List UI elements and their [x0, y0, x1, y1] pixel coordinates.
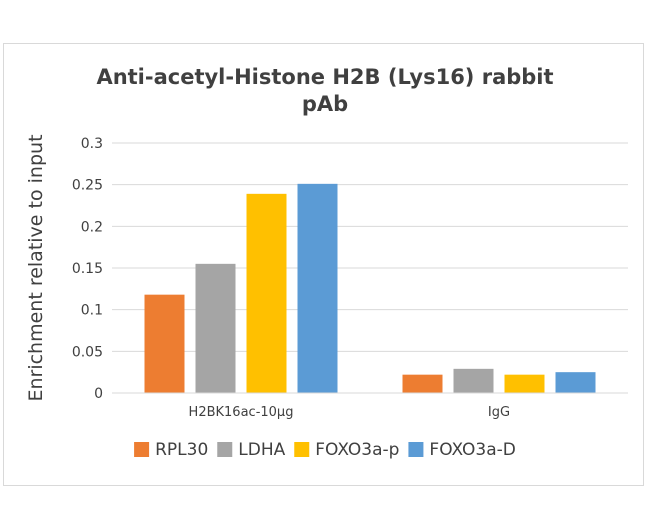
y-tick-label: 0.05 — [72, 344, 103, 360]
legend-swatch — [217, 442, 233, 457]
legend-swatch — [408, 442, 424, 457]
bar-rpl30-1 — [144, 294, 185, 393]
legend-item: RPL30 — [134, 440, 208, 460]
bar-foxo3a-d-2 — [555, 372, 596, 393]
y-tick-label: 0.25 — [72, 178, 103, 194]
chart-title-line-2: pAb — [302, 92, 348, 116]
bar-ldha-2 — [453, 368, 494, 393]
bar-foxo3a-p-2 — [504, 374, 545, 393]
y-tick-label: 0.3 — [81, 136, 103, 152]
legend-item: LDHA — [217, 440, 286, 460]
gridlines — [112, 142, 628, 352]
x-tick-labels: H2BK16ac-10µg IgG — [189, 405, 511, 420]
legend-label: LDHA — [238, 440, 285, 460]
bar-ldha-1 — [195, 263, 236, 393]
legend-item: FOXO3a-D — [408, 440, 516, 460]
legend: RPL30 LDHA FOXO3a-p FOXO3a-D — [134, 440, 516, 460]
legend-label: RPL30 — [155, 440, 208, 460]
legend-label: FOXO3a-D — [429, 440, 515, 460]
chart-title-line-1: Anti-acetyl-Histone H2B (Lys16) rabbit — [96, 65, 553, 89]
bars — [144, 183, 596, 393]
y-tick-label: 0.15 — [72, 261, 103, 277]
x-tick-label: IgG — [488, 405, 510, 420]
bar-foxo3a-p-1 — [246, 193, 287, 393]
chart-frame — [3, 43, 644, 486]
y-axis-label: Enrichment relative to input — [25, 134, 47, 401]
y-tick-label: 0 — [94, 386, 103, 402]
x-tick-label: H2BK16ac-10µg — [189, 405, 294, 420]
legend-swatch — [134, 442, 150, 457]
bar-foxo3a-d-1 — [297, 183, 338, 393]
legend-swatch — [294, 442, 310, 457]
y-tick-label: 0.1 — [81, 303, 103, 319]
y-tick-labels: 0 0.05 0.1 0.15 0.2 0.25 0.3 — [72, 136, 103, 402]
legend-item: FOXO3a-p — [294, 440, 399, 460]
legend-label: FOXO3a-p — [315, 440, 399, 460]
bar-rpl30-2 — [402, 374, 443, 393]
y-tick-label: 0.2 — [81, 219, 103, 235]
